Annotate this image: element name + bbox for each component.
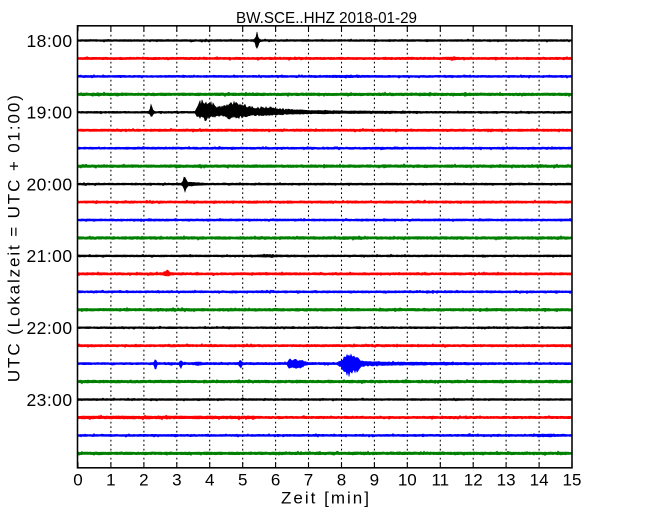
svg-text:5: 5 bbox=[238, 471, 247, 490]
svg-text:2: 2 bbox=[139, 471, 148, 490]
svg-text:8: 8 bbox=[337, 471, 346, 490]
svg-text:0: 0 bbox=[73, 471, 82, 490]
svg-text:7: 7 bbox=[304, 471, 313, 490]
svg-text:12: 12 bbox=[464, 471, 483, 490]
svg-text:23:00: 23:00 bbox=[26, 390, 72, 410]
svg-text:21:00: 21:00 bbox=[26, 246, 72, 266]
svg-text:18:00: 18:00 bbox=[26, 31, 72, 51]
svg-text:10: 10 bbox=[398, 471, 417, 490]
svg-text:13: 13 bbox=[497, 471, 516, 490]
svg-text:9: 9 bbox=[370, 471, 379, 490]
svg-text:Zeit [min]: Zeit [min] bbox=[281, 489, 369, 508]
svg-text:14: 14 bbox=[530, 471, 549, 490]
svg-text:15: 15 bbox=[563, 471, 582, 490]
svg-text:4: 4 bbox=[205, 471, 214, 490]
svg-text:20:00: 20:00 bbox=[26, 174, 72, 194]
svg-text:22:00: 22:00 bbox=[26, 318, 72, 338]
svg-text:1: 1 bbox=[106, 471, 115, 490]
svg-text:6: 6 bbox=[271, 471, 280, 490]
svg-text:BW.SCE..HHZ 2018-01-29: BW.SCE..HHZ 2018-01-29 bbox=[236, 10, 417, 27]
svg-text:11: 11 bbox=[431, 471, 449, 490]
svg-text:3: 3 bbox=[172, 471, 181, 490]
svg-text:19:00: 19:00 bbox=[26, 103, 72, 123]
